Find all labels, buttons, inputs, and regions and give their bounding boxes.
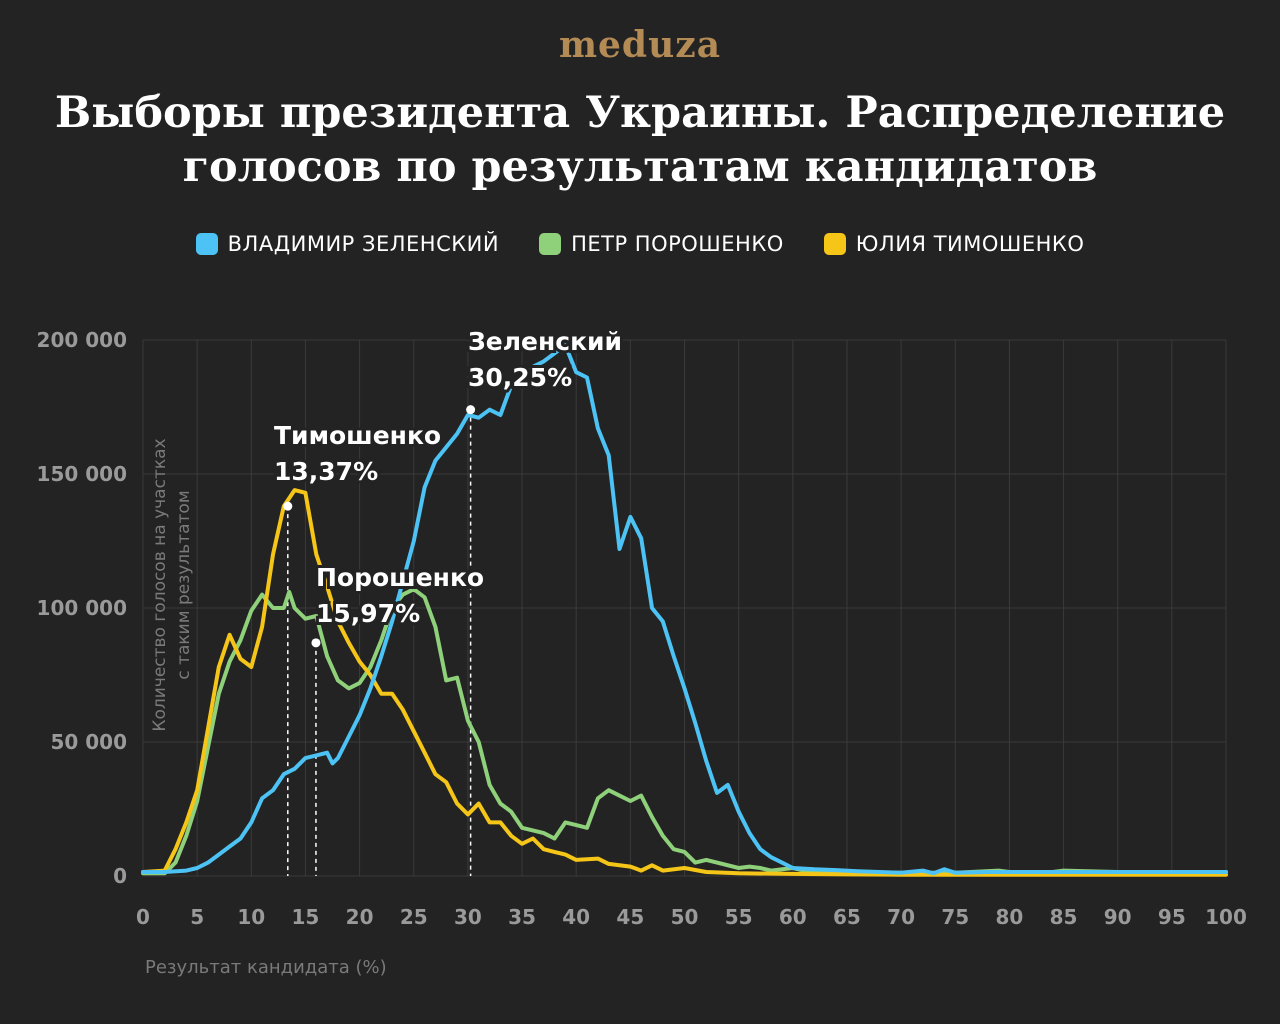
x-tick-label: 100: [1205, 905, 1247, 929]
x-tick-label: 85: [1050, 905, 1078, 929]
x-tick-label: 20: [346, 905, 374, 929]
x-tick-label: 50: [671, 905, 699, 929]
x-tick-label: 30: [454, 905, 482, 929]
annotation-label-name: Тимошенко: [274, 421, 441, 450]
legend-item-tymoshenko: ЮЛИЯ ТИМОШЕНКО: [823, 232, 1085, 256]
y-tick-label: 100 000: [37, 596, 127, 620]
annotation-label-name: Зеленский: [468, 327, 622, 356]
x-tick-label: 0: [136, 905, 150, 929]
x-tick-label: 60: [779, 905, 807, 929]
x-tick-label: 75: [941, 905, 969, 929]
legend-swatch-poroshenko: [539, 233, 562, 255]
x-tick-label: 40: [562, 905, 590, 929]
x-tick-label: 5: [190, 905, 204, 929]
legend-swatch-zelensky: [195, 233, 218, 255]
series-line: [141, 343, 1228, 876]
series-line: [141, 488, 1228, 877]
x-tick-label: 80: [995, 905, 1023, 929]
legend: ВЛАДИМИР ЗЕЛЕНСКИЙ ПЕТР ПОРОШЕНКО ЮЛИЯ Т…: [0, 232, 1280, 256]
x-tick-label: 55: [725, 905, 753, 929]
annotation-label-name: Порошенко: [316, 563, 484, 592]
y-tick-label: 0: [113, 864, 127, 888]
annotation-label-value: 13,37%: [274, 457, 378, 486]
x-tick-label: 70: [887, 905, 915, 929]
chart-title: Выборы президента Украины. Распределение…: [54, 88, 1226, 192]
annotation-dot: [466, 405, 476, 415]
y-tick-label: 50 000: [50, 730, 127, 754]
x-tick-label: 35: [508, 905, 536, 929]
annotation-label-value: 15,97%: [316, 599, 420, 628]
x-axis-label: Результат кандидата (%): [145, 957, 387, 978]
y-tick-label: 150 000: [37, 462, 127, 486]
meduza-logo: meduza: [558, 24, 722, 66]
annotation-dot: [283, 501, 293, 511]
legend-label-poroshenko: ПЕТР ПОРОШЕНКО: [571, 232, 784, 256]
x-tick-label: 65: [833, 905, 861, 929]
y-axis-label: Количество голосов на участках с таким ре…: [150, 438, 194, 731]
annotation-dot: [311, 638, 321, 648]
annotation-label-value: 30,25%: [468, 363, 572, 392]
legend-label-zelensky: ВЛАДИМИР ЗЕЛЕНСКИЙ: [227, 232, 500, 256]
x-tick-label: 90: [1104, 905, 1132, 929]
legend-item-poroshenko: ПЕТР ПОРОШЕНКО: [539, 232, 784, 256]
legend-item-zelensky: ВЛАДИМИР ЗЕЛЕНСКИЙ: [195, 232, 500, 256]
x-tick-label: 10: [237, 905, 265, 929]
x-tick-label: 45: [616, 905, 644, 929]
x-tick-label: 95: [1158, 905, 1186, 929]
legend-label-tymoshenko: ЮЛИЯ ТИМОШЕНКО: [855, 232, 1085, 256]
x-tick-label: 25: [400, 905, 428, 929]
y-tick-label: 200 000: [37, 328, 127, 352]
legend-swatch-tymoshenko: [823, 233, 846, 255]
x-tick-label: 15: [292, 905, 320, 929]
